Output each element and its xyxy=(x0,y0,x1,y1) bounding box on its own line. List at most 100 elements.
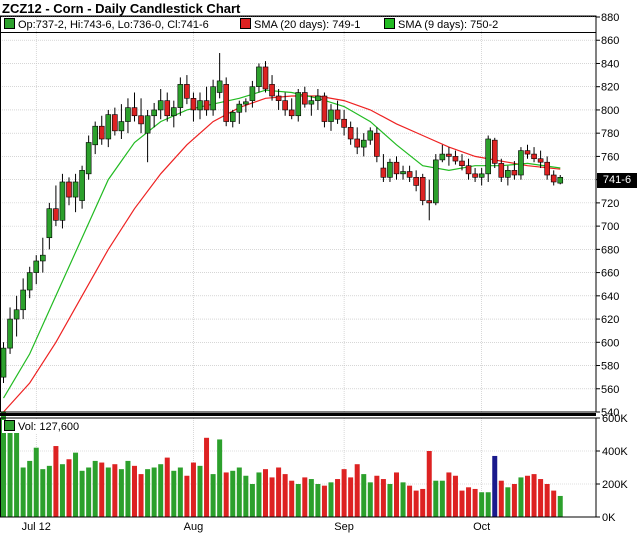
candle-body xyxy=(112,114,118,132)
x-axis-label: Oct xyxy=(473,521,490,533)
volume-bar xyxy=(335,479,341,517)
candle-body xyxy=(446,153,452,157)
candle-body xyxy=(59,181,66,221)
volume-bar xyxy=(132,465,137,517)
volume-bar xyxy=(118,469,124,517)
volume-bar xyxy=(92,460,98,517)
volume-bar xyxy=(145,469,151,517)
candle-body xyxy=(157,100,164,111)
candle-body xyxy=(452,156,459,162)
candle-body xyxy=(360,139,367,148)
candle-body xyxy=(374,132,380,157)
price-tick-label: 700 xyxy=(601,221,619,233)
volume-bar xyxy=(99,462,105,517)
candle-body xyxy=(262,66,269,90)
candle-body xyxy=(439,153,446,161)
volume-bar xyxy=(374,475,380,517)
volume-bar xyxy=(518,477,524,517)
volume-bar xyxy=(282,474,288,517)
x-axis-label: Aug xyxy=(184,521,204,533)
volume-bar xyxy=(53,446,59,517)
volume-bar xyxy=(7,431,13,517)
candle-body xyxy=(243,101,249,105)
volume-bar xyxy=(420,488,426,517)
volume-bar xyxy=(151,467,157,517)
volume-swatch xyxy=(4,420,15,431)
volume-label-text: Vol: 127,600 xyxy=(18,421,80,433)
candle-body xyxy=(138,115,144,125)
volume-bar xyxy=(525,475,530,517)
legend-ohlc: Op:737-2, Hi:743-6, Lo:736-0, Cl:741-6 xyxy=(4,18,209,31)
volume-bar xyxy=(485,492,491,517)
candle-body xyxy=(367,130,374,141)
candle-body xyxy=(0,347,7,378)
candle-body xyxy=(13,309,20,320)
volume-bar xyxy=(79,470,85,517)
candle-body xyxy=(380,167,387,178)
legend-sma20-text: SMA (20 days): 749-1 xyxy=(254,19,361,31)
candle-body xyxy=(20,289,26,311)
candle-body xyxy=(524,150,531,155)
candle-body xyxy=(518,150,524,176)
candle-body xyxy=(321,95,328,122)
candle-body xyxy=(301,92,308,105)
candle-body xyxy=(72,181,79,198)
candle-body xyxy=(432,159,439,204)
volume-tick-label: 400K xyxy=(602,446,628,458)
candle-body xyxy=(400,171,406,175)
volume-bar xyxy=(400,482,406,517)
volume-bar xyxy=(27,460,33,517)
volume-bar xyxy=(308,479,314,517)
volume-bar xyxy=(479,492,485,517)
candle-body xyxy=(354,138,361,148)
volume-bar xyxy=(557,495,563,517)
volume-bar xyxy=(33,447,39,517)
volume-bar xyxy=(73,452,79,517)
candle-body xyxy=(98,125,105,140)
price-tick-label: 540 xyxy=(601,407,619,419)
candle-body xyxy=(531,153,537,160)
volume-bar xyxy=(263,469,268,517)
candle-body xyxy=(190,98,197,111)
candle-body xyxy=(406,171,413,178)
legend-sma20-swatch xyxy=(240,18,251,29)
price-tick-label: 800 xyxy=(601,105,619,117)
volume-bar xyxy=(204,437,210,517)
volume-bar xyxy=(171,470,177,517)
volume-bar xyxy=(14,424,20,517)
price-tick-label: 880 xyxy=(601,12,619,24)
volume-bar xyxy=(256,472,262,517)
candle-body xyxy=(33,260,40,273)
x-axis-label: Sep xyxy=(334,521,354,533)
candle-body xyxy=(39,254,46,262)
price-tick-label: 840 xyxy=(601,58,619,70)
price-tick-label: 780 xyxy=(601,128,619,140)
price-tick-label: 620 xyxy=(601,314,619,326)
legend-ohlc-text: Op:737-2, Hi:743-6, Lo:736-0, Cl:741-6 xyxy=(18,19,209,31)
x-axis-label: Jul 12 xyxy=(22,521,51,533)
price-tick-label: 820 xyxy=(601,82,619,94)
volume-bar xyxy=(20,467,26,517)
volume-bar xyxy=(354,464,360,517)
volume-bar xyxy=(59,464,65,517)
volume-bar xyxy=(348,477,354,517)
candle-body xyxy=(544,161,550,176)
candle-body xyxy=(79,170,85,201)
candle-body xyxy=(426,200,433,204)
candle-body xyxy=(184,84,190,99)
volume-bar xyxy=(544,484,550,517)
candle-body xyxy=(46,208,53,239)
candle-body xyxy=(171,107,177,117)
volume-bar xyxy=(538,479,544,517)
candle-body xyxy=(491,139,498,164)
candle-body xyxy=(275,95,282,101)
candle-body xyxy=(334,109,341,120)
candle-body xyxy=(459,160,465,167)
price-tick-label: 760 xyxy=(601,151,619,163)
volume-bar xyxy=(1,411,6,517)
candle-body xyxy=(485,138,492,175)
volume-bar xyxy=(426,451,432,517)
candle-body xyxy=(465,165,472,175)
volume-bar xyxy=(551,490,557,517)
candle-body xyxy=(472,173,478,178)
